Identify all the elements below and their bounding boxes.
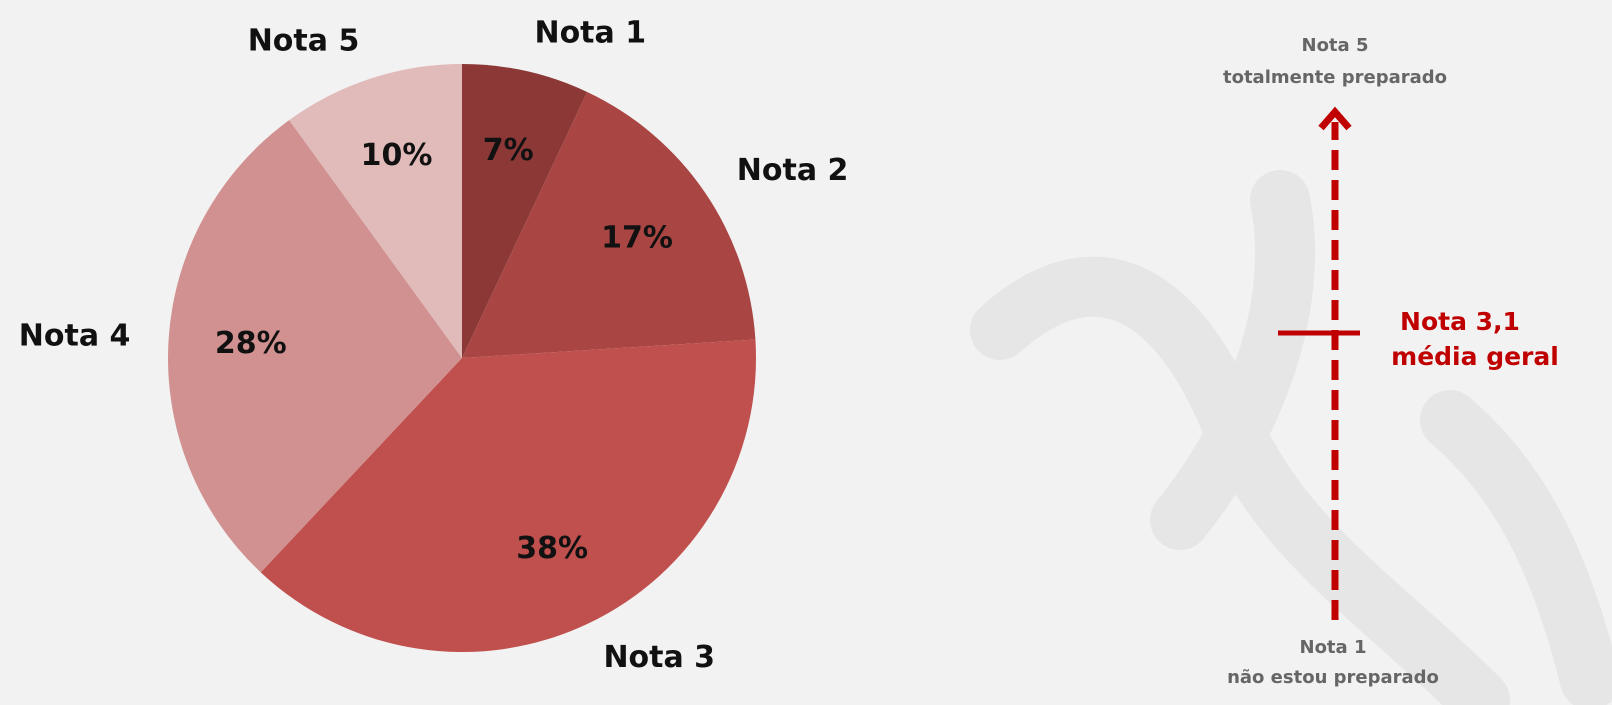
- value-label: 38%: [516, 531, 588, 566]
- value-label: 7%: [483, 133, 534, 168]
- category-label: Nota 3: [603, 640, 715, 675]
- category-label: Nota 2: [737, 153, 849, 188]
- pie: 7% Nota 1 17% Nota 2 38% Nota 3 28% Nota 4 10% No…: [19, 15, 849, 675]
- value-label: 28%: [215, 326, 287, 361]
- value-label: 10%: [361, 138, 433, 173]
- chart: 7% Nota 1 17% Nota 2 38% Nota 3 28% Nota 4 10% No…: [0, 0, 1612, 705]
- average-desc: média geral: [1391, 342, 1559, 371]
- scale-bottom-label: Nota 1: [1300, 637, 1367, 658]
- scale-top-label: Nota 5: [1302, 35, 1369, 56]
- scale-bottom-desc: não estou preparado: [1227, 667, 1439, 688]
- category-label: Nota 4: [19, 319, 131, 354]
- category-label: Nota 1: [534, 15, 646, 50]
- category-label: Nota 5: [248, 24, 360, 59]
- scale-top-desc: totalmente preparado: [1223, 67, 1447, 88]
- background-figure: [1000, 200, 1590, 700]
- average-label: Nota 3,1: [1400, 307, 1520, 336]
- value-label: 17%: [601, 221, 673, 256]
